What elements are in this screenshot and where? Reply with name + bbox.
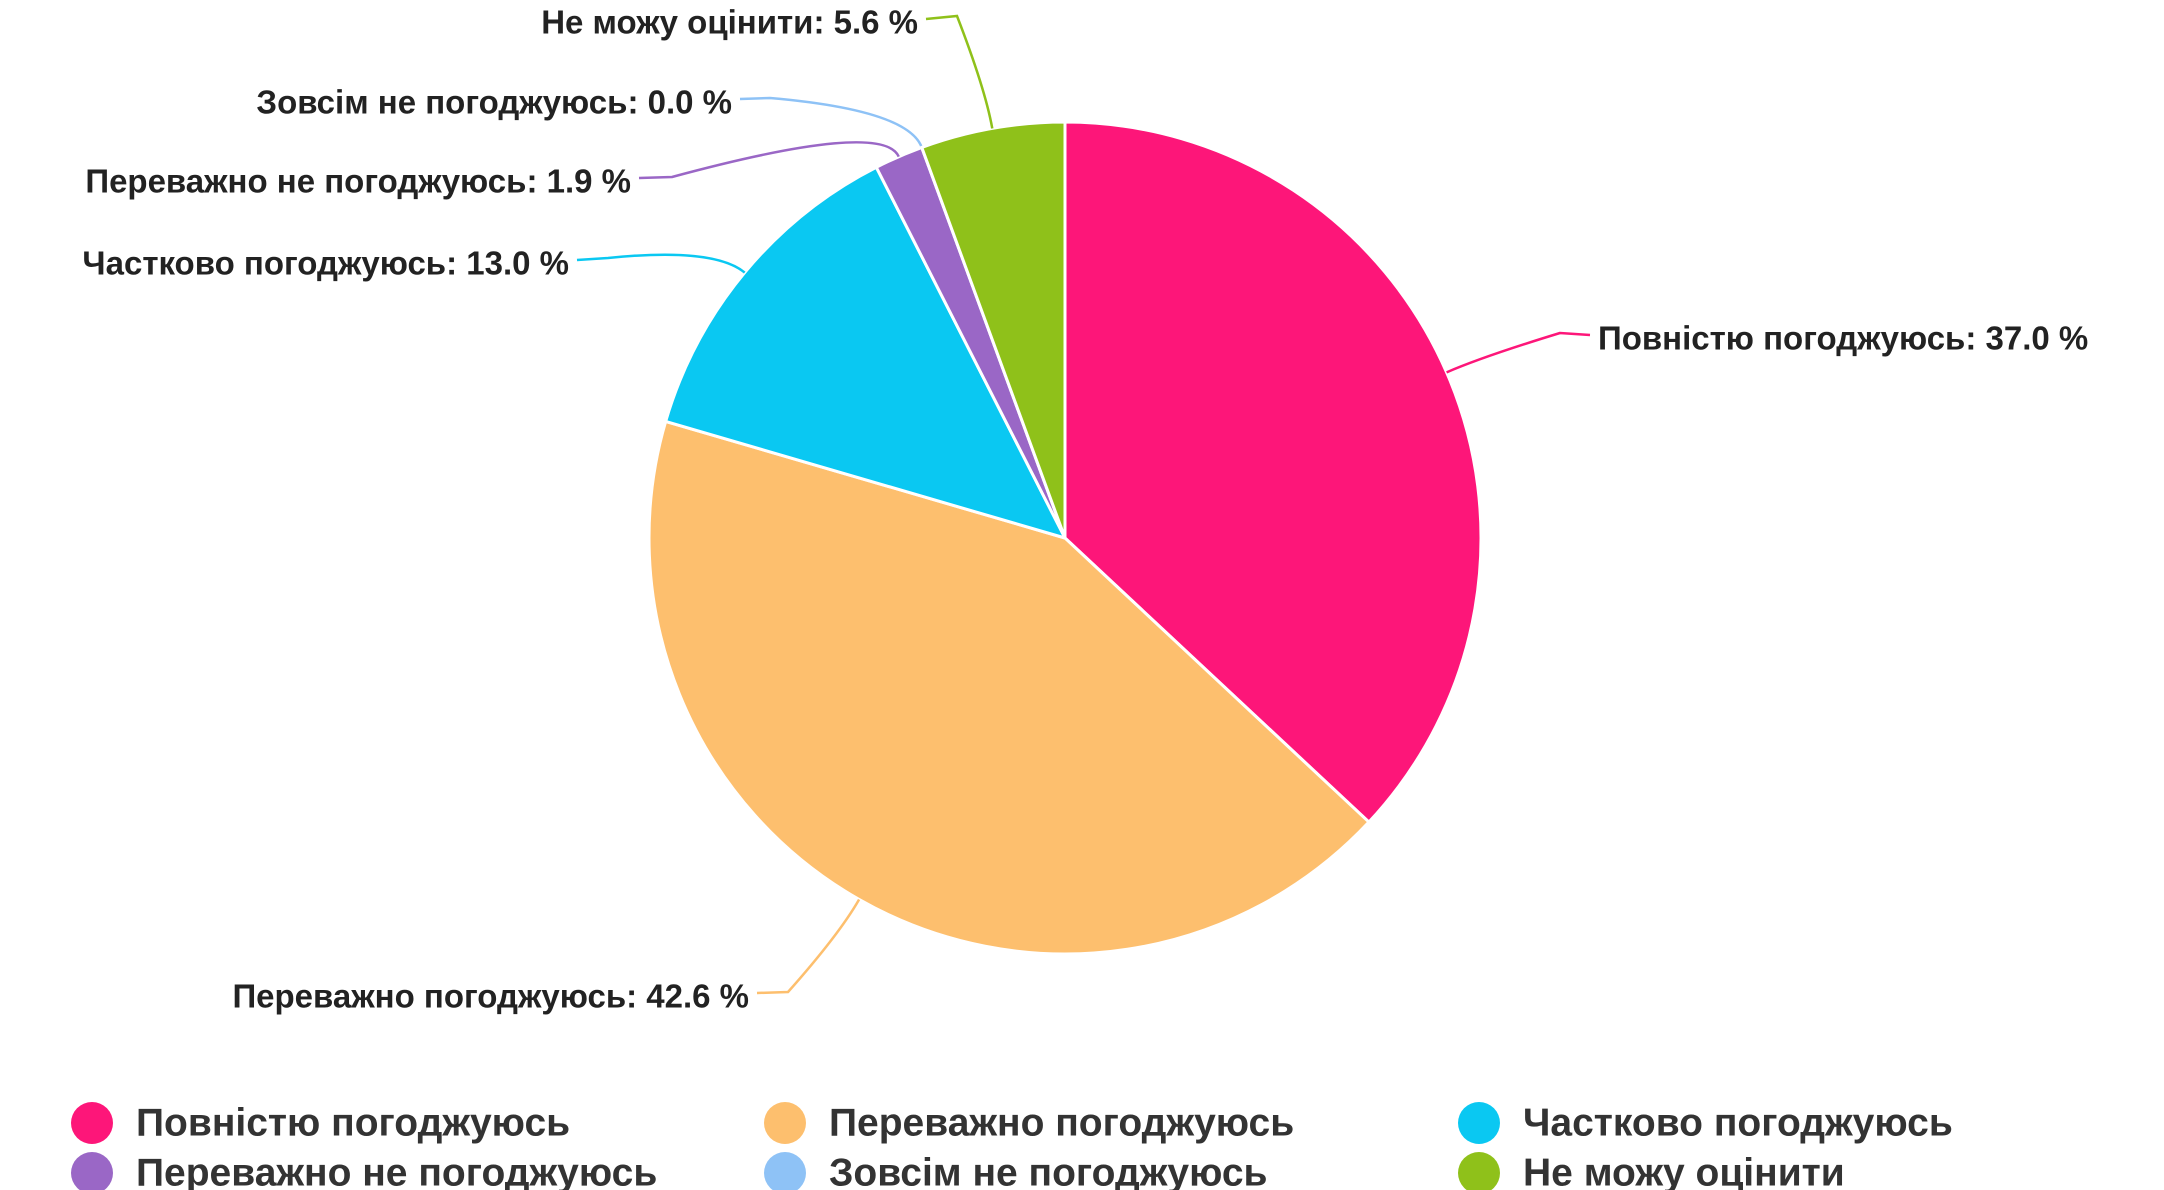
legend-label: Переважно не погоджуюсь (136, 1151, 657, 1190)
leader-line (739, 96, 923, 148)
leader-line (576, 253, 746, 274)
pie-slice (647, 419, 1372, 956)
data-label: Переважно погоджуюсь: 42.6 % (232, 978, 749, 1015)
data-label: Повністю погоджуюсь: 37.0 % (1598, 320, 2088, 357)
data-label: Не можу оцінити: 5.6 % (541, 4, 918, 41)
legend-label: Не можу оцінити (1523, 1151, 1845, 1190)
data-label: Зовсім не погоджуюсь: 0.0 % (256, 84, 732, 121)
data-label: Частково погоджуюсь: 13.0 % (82, 245, 569, 282)
legend-swatch (1458, 1102, 1500, 1144)
leader-line (1446, 331, 1591, 374)
pie-slice (1063, 120, 1483, 825)
leader-line (756, 898, 861, 995)
legend-swatch (1458, 1152, 1500, 1190)
legend-label: Повністю погоджуюсь (136, 1101, 570, 1144)
legend-label: Зовсім не погоджуюсь (829, 1151, 1268, 1190)
leader-line (638, 141, 900, 180)
legend-swatch (71, 1152, 113, 1190)
legend-label: Переважно погоджуюсь (829, 1101, 1294, 1144)
legend-swatch (764, 1152, 806, 1190)
data-label: Переважно не погоджуюсь: 1.9 % (85, 163, 631, 200)
legend-swatch (71, 1102, 113, 1144)
leader-line (925, 14, 994, 129)
legend-label: Частково погоджуюсь (1523, 1101, 1953, 1144)
pie-slice (919, 120, 1067, 539)
legend-swatch (764, 1102, 806, 1144)
